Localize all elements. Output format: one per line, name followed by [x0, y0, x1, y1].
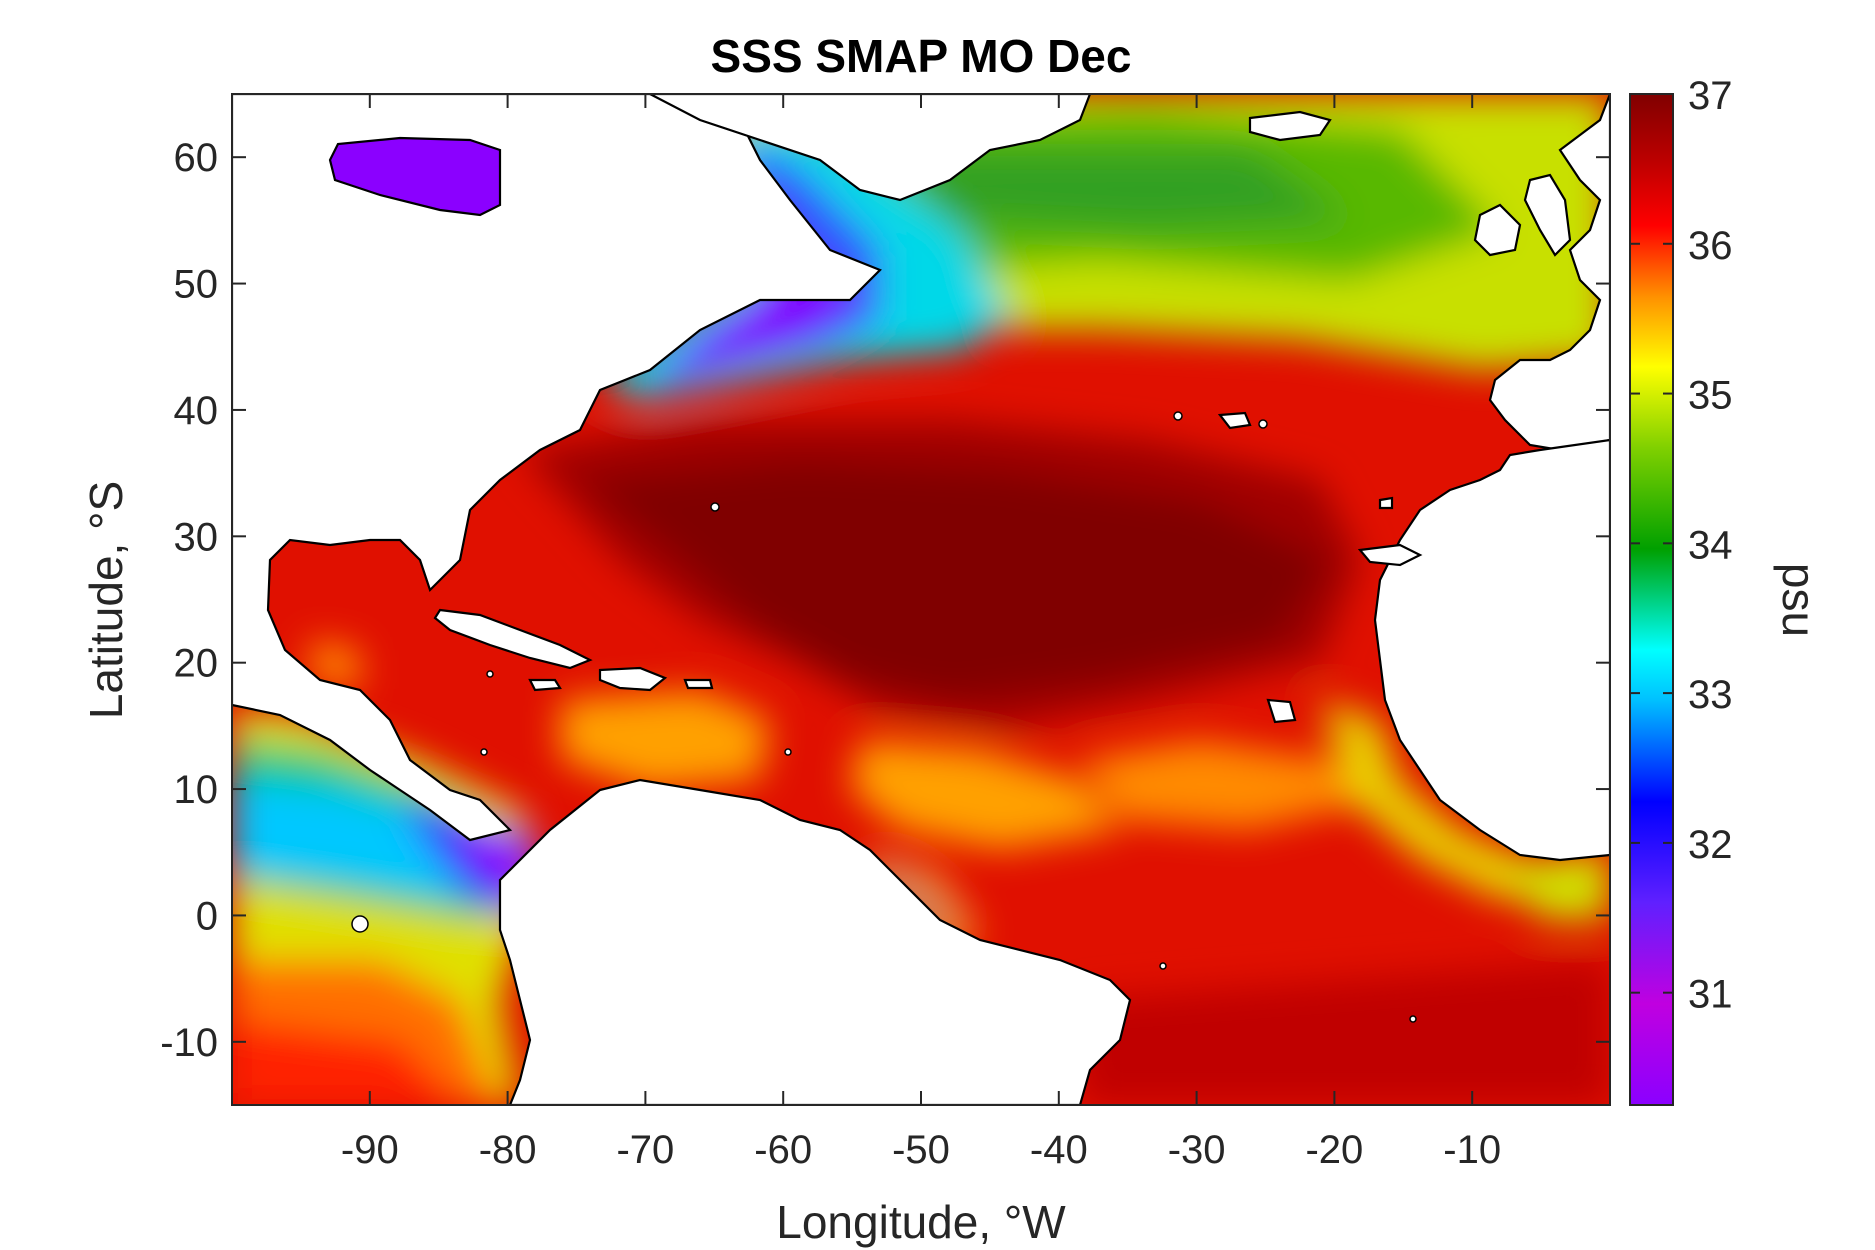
x-tick-label: -50: [892, 1128, 950, 1172]
x-tick-label: -30: [1168, 1128, 1226, 1172]
colorbar-tick-label: 32: [1688, 823, 1733, 867]
colorbar-tick-label: 36: [1688, 224, 1733, 268]
y-tick-label: 10: [174, 768, 219, 812]
colorbar-tick-label: 37: [1688, 74, 1733, 118]
y-axis-label: Latitude, °S: [80, 481, 132, 719]
y-tick-label: 30: [174, 515, 219, 559]
chart-title: SSS SMAP MO Dec: [711, 30, 1132, 82]
x-axis: -90 -80 -70 -60 -50 -40 -30 -20 -10: [341, 94, 1501, 1172]
y-tick-label: -10: [160, 1021, 218, 1065]
x-tick-label: -70: [616, 1128, 674, 1172]
colorbar-tick-label: 33: [1688, 673, 1733, 717]
x-tick-label: -80: [479, 1128, 537, 1172]
colorbar-ticks: 37 36 35 34 33 32 31: [1630, 74, 1733, 1017]
y-axis: 60 50 40 30 20 10 0 -10: [160, 136, 1610, 1065]
x-tick-label: -10: [1443, 1128, 1501, 1172]
x-tick-label: -60: [754, 1128, 812, 1172]
land-masses: [232, 94, 1610, 1105]
colorbar-tick-label: 31: [1688, 973, 1733, 1017]
y-tick-label: 20: [174, 642, 219, 686]
salinity-field: [232, 94, 1610, 1105]
x-tick-label: -90: [341, 1128, 399, 1172]
colorbar-tick-label: 35: [1688, 374, 1733, 418]
y-tick-label: 0: [196, 894, 218, 938]
colorbar: [1629, 93, 1674, 1106]
y-tick-label: 50: [174, 263, 219, 307]
y-tick-label: 60: [174, 136, 219, 180]
y-tick-label: 40: [174, 389, 219, 433]
colorbar-label: psu: [1773, 563, 1825, 637]
x-tick-label: -40: [1030, 1128, 1088, 1172]
hudson-bay: [330, 138, 500, 215]
x-axis-label: Longitude, °W: [776, 1196, 1066, 1248]
x-tick-label: -20: [1305, 1128, 1363, 1172]
small-islands: [351, 411, 1417, 1023]
colorbar-tick-label: 34: [1688, 523, 1733, 567]
